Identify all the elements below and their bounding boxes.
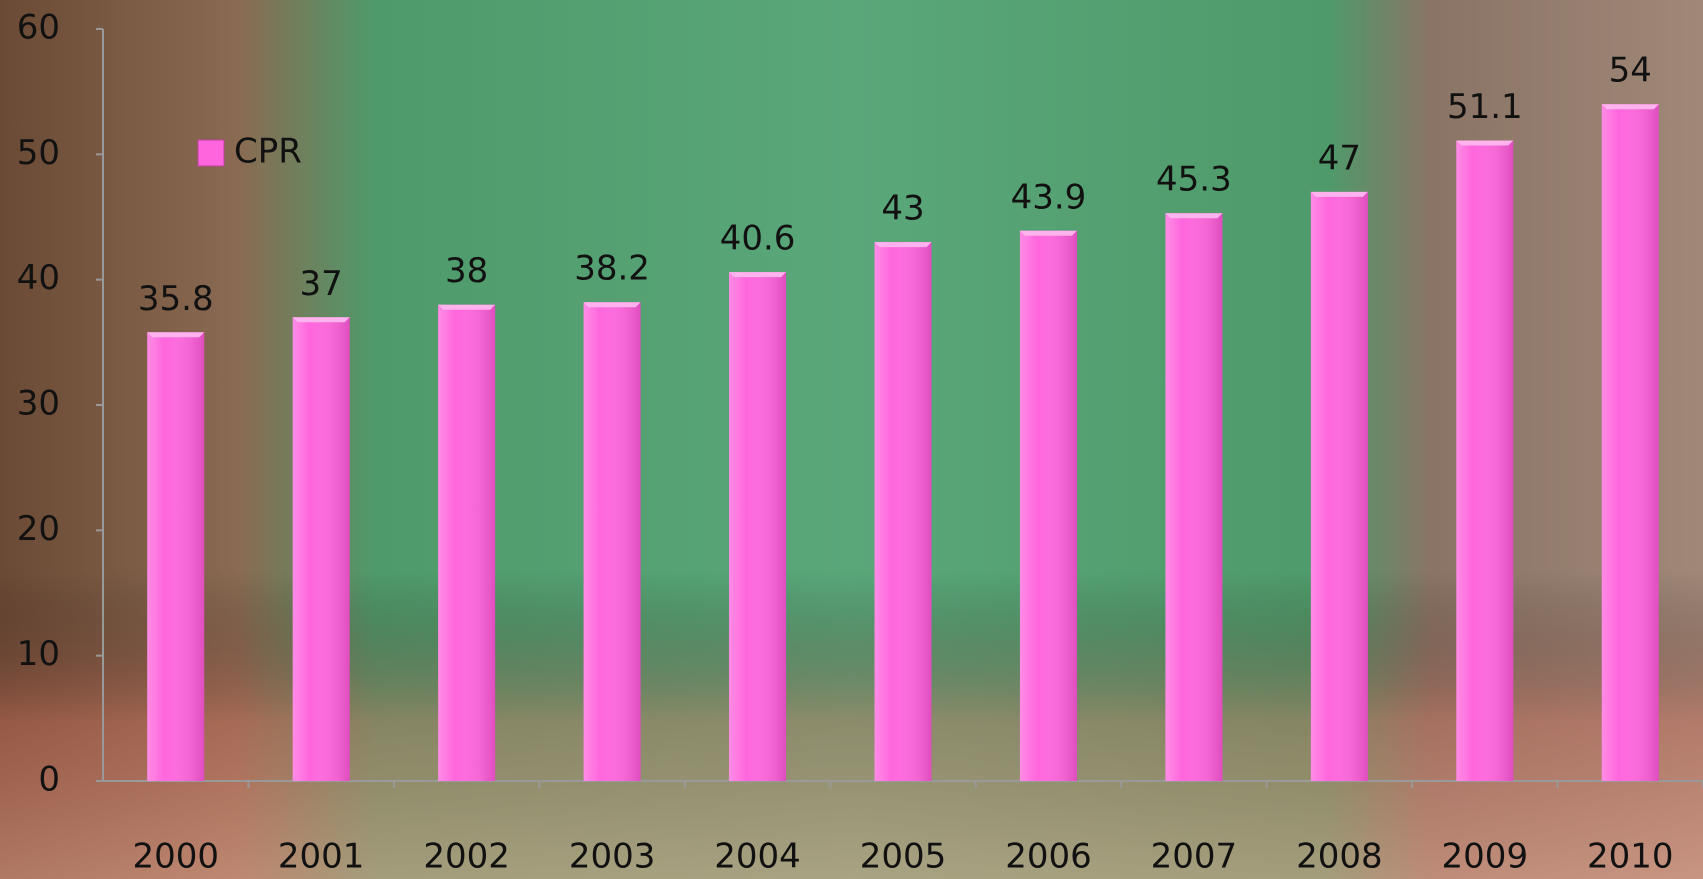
- bar-shine: [292, 317, 350, 781]
- bar-cap: [1456, 140, 1514, 146]
- x-tick-label: 2001: [278, 837, 365, 877]
- x-tick-label: 2008: [1296, 837, 1383, 877]
- legend-swatch: [197, 139, 225, 167]
- y-tick-label: 10: [17, 634, 60, 674]
- bar-shine: [874, 242, 932, 782]
- y-tick-label: 30: [17, 384, 60, 424]
- bar-cap: [1165, 213, 1223, 219]
- bar-cap: [438, 304, 496, 310]
- x-tick-label: 2002: [423, 837, 510, 877]
- data-label: 51.1: [1447, 87, 1523, 127]
- y-tick-label: 60: [17, 8, 60, 48]
- x-tick-label: 2010: [1587, 837, 1674, 877]
- x-tick-label: 2003: [569, 837, 656, 877]
- data-label: 43.9: [1011, 177, 1087, 217]
- bar-cap: [874, 242, 932, 248]
- data-label: 35.8: [138, 279, 214, 319]
- bar-cap: [1310, 191, 1368, 197]
- bar-shine: [1165, 213, 1223, 782]
- bar-shine: [1019, 230, 1077, 781]
- data-label: 43: [881, 189, 924, 229]
- data-label: 40.6: [720, 219, 796, 259]
- y-tick-label: 50: [17, 133, 60, 173]
- data-label: 54: [1609, 51, 1652, 91]
- bar-shine: [1601, 104, 1659, 781]
- bar-cap: [1019, 230, 1077, 236]
- data-label: 38: [445, 251, 488, 291]
- bar-shine: [147, 332, 205, 781]
- x-tick-label: 2005: [860, 837, 947, 877]
- y-tick-label: 20: [17, 509, 60, 549]
- bar-cap: [1601, 104, 1659, 110]
- y-tick-label: 40: [17, 258, 60, 298]
- bar-shine: [583, 302, 641, 781]
- x-tick-label: 2000: [132, 837, 219, 877]
- bar-cap: [292, 317, 350, 323]
- bar-cap: [729, 272, 787, 278]
- bar-shine: [1310, 191, 1368, 781]
- bar-shine: [438, 304, 496, 781]
- data-label: 47: [1318, 138, 1361, 178]
- bar-cap: [147, 332, 205, 338]
- x-tick-label: 2007: [1151, 837, 1238, 877]
- legend-label: CPR: [234, 132, 302, 172]
- bar-cap: [583, 302, 641, 308]
- bar-shine: [1456, 140, 1514, 782]
- bar-shine: [729, 272, 787, 781]
- data-label: 37: [300, 264, 343, 304]
- x-tick-label: 2004: [714, 837, 801, 877]
- data-label: 38.2: [574, 249, 650, 289]
- data-label: 45.3: [1156, 160, 1232, 200]
- x-tick-label: 2009: [1442, 837, 1529, 877]
- y-tick-label: 0: [38, 760, 60, 800]
- x-tick-label: 2006: [1005, 837, 1092, 877]
